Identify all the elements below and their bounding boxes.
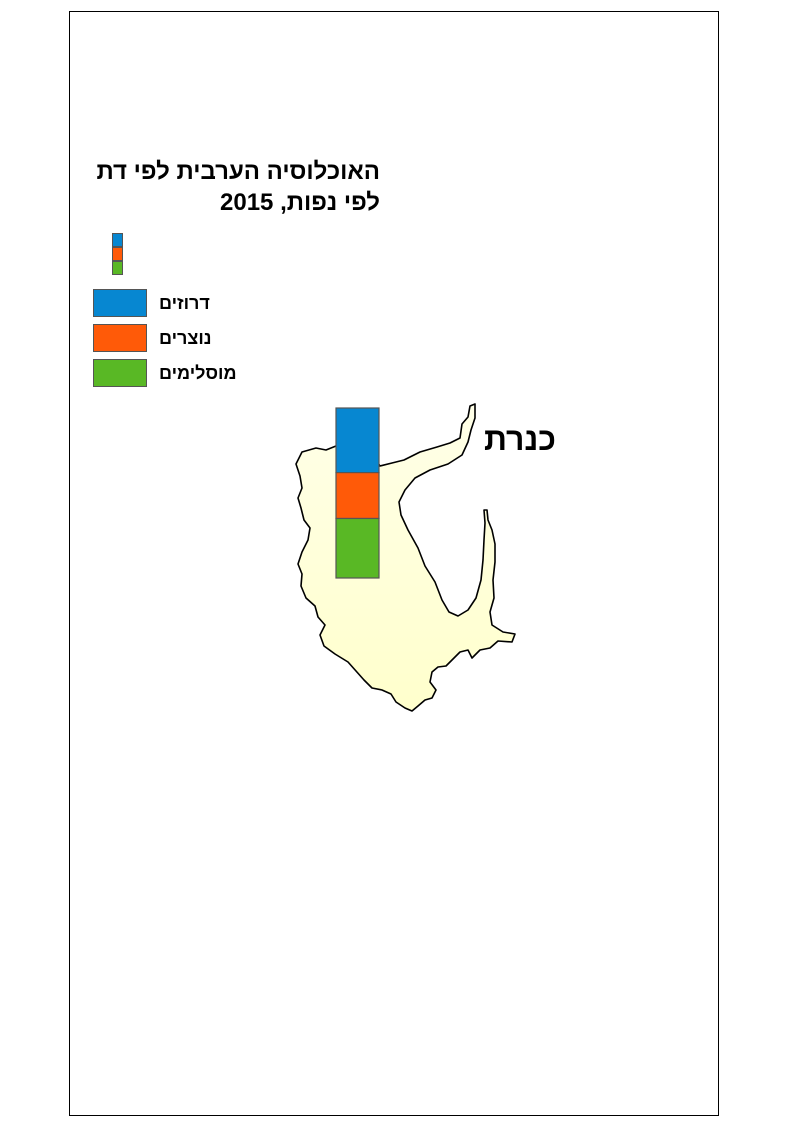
- map-title: האוכלוסיה הערבית לפי דת לפי נפות, 2015: [80, 156, 380, 218]
- legend-label-druze: דרוזים: [159, 293, 210, 313]
- legend-size-segment-druze: [112, 233, 123, 247]
- legend-label-muslims: מוסלימים: [159, 363, 237, 383]
- map-title-line1: האוכלוסיה הערבית לפי דת: [96, 158, 380, 185]
- bar-segment-muslims: [335, 517, 380, 579]
- legend-swatch-druze: [93, 289, 147, 317]
- legend-size-symbol: [112, 233, 123, 275]
- legend-label-christians: נוצרים: [159, 328, 212, 348]
- bar-segment-christians: [335, 472, 380, 520]
- legend-size-segment-christians: [112, 247, 123, 261]
- legend-swatch-muslims: [93, 359, 147, 387]
- legend-swatch-christians: [93, 324, 147, 352]
- map-title-line2: לפי נפות, 2015: [220, 189, 380, 216]
- map-frame: [69, 11, 719, 1116]
- legend-size-segment-muslims: [112, 261, 123, 275]
- region-kinneret-stacked-bar: [335, 407, 380, 579]
- region-name-label: כנרת: [484, 421, 556, 457]
- bar-segment-druze: [335, 407, 380, 474]
- region-kinneret-shape[interactable]: [295, 403, 516, 712]
